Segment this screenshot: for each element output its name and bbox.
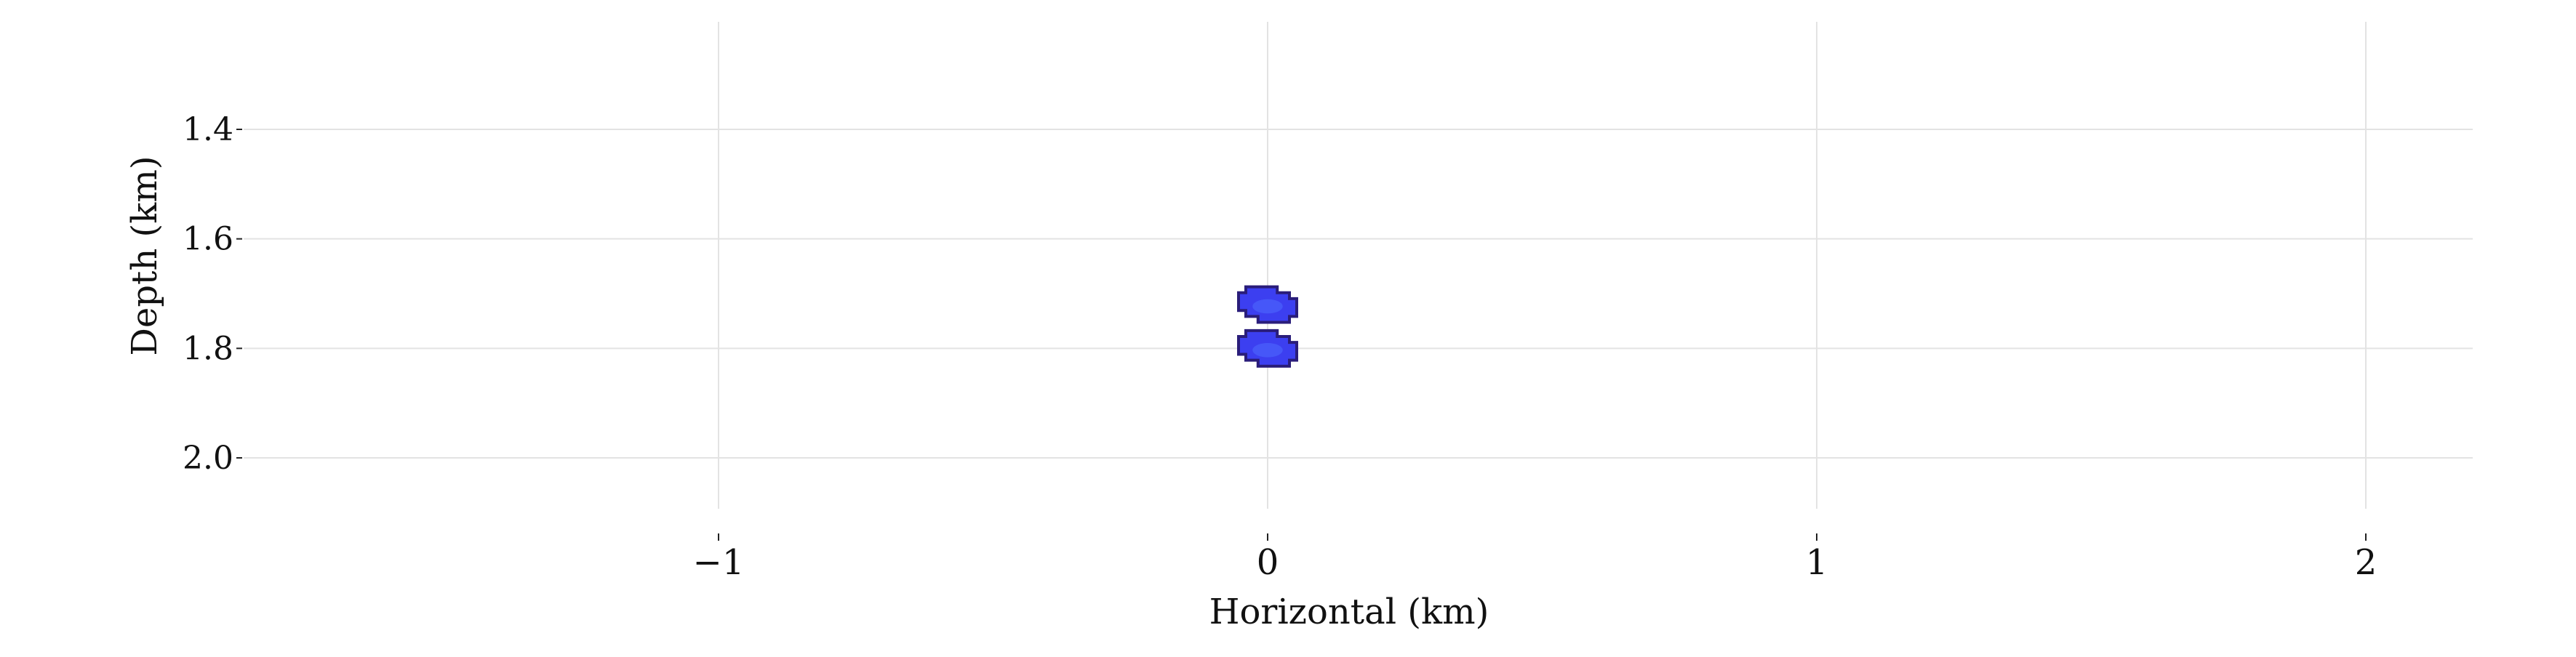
y-tick-label: 2.0 (183, 440, 233, 477)
y-tick-label: 1.4 (183, 111, 233, 148)
y-tick-label: 1.8 (183, 330, 233, 367)
grid-lines (244, 22, 2473, 509)
data-marks (1237, 285, 1298, 368)
x-tick-label: 0 (1257, 542, 1279, 583)
x-tick-label: −1 (693, 542, 745, 583)
y-tick-label: 1.6 (183, 221, 233, 258)
axis-ticks: −1 0 1 2 1.4 1.6 1.8 2.0 (183, 111, 2377, 583)
x-tick-label: 1 (1806, 542, 1828, 583)
x-tick-label: 2 (2355, 542, 2377, 583)
y-axis-label: Depth (km) (124, 156, 165, 355)
x-axis-label: Horizontal (km) (1209, 592, 1489, 632)
data-point-highlight (1252, 342, 1283, 358)
data-point-highlight (1252, 299, 1283, 314)
